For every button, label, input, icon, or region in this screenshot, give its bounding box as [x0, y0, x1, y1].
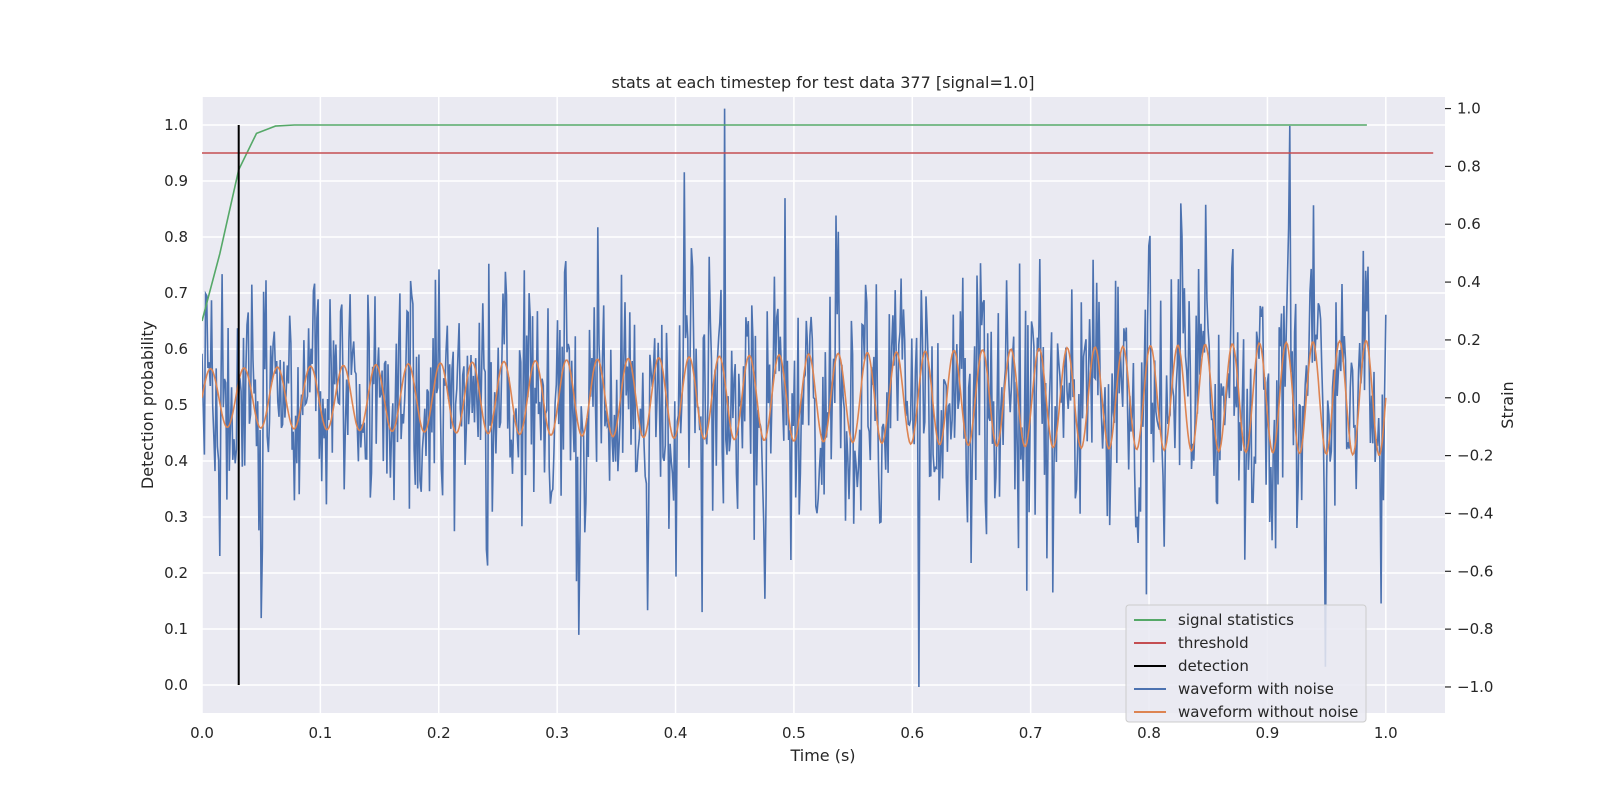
- y-right-tick-label: −0.2: [1457, 447, 1493, 465]
- x-axis-title: Time (s): [789, 746, 855, 765]
- y-right-tick-label: 0.2: [1457, 331, 1481, 349]
- y-left-tick-label: 0.7: [164, 284, 188, 302]
- y-right-tick-label: 1.0: [1457, 100, 1481, 118]
- y-axis-right-title: Strain: [1498, 381, 1517, 428]
- y-left-tick-label: 0.3: [164, 508, 188, 526]
- y-left-tick-label: 0.9: [164, 172, 188, 190]
- x-tick-label: 1.0: [1374, 724, 1398, 742]
- y-right-tick-label: −1.0: [1457, 678, 1493, 696]
- legend: signal statistics threshold detection wavef…: [1125, 604, 1367, 723]
- y-axis-left-title: Detection probability: [138, 321, 157, 489]
- x-tick-label: 0.9: [1255, 724, 1279, 742]
- y-left-tick-label: 0.0: [164, 676, 188, 694]
- y-axis-right-ticks: −1.0 −0.8 −0.6 −0.4 −0.2 0.0 0.2 0.4 0.6 0.8 1.0: [1445, 100, 1493, 696]
- y-right-tick-label: −0.4: [1457, 504, 1493, 522]
- legend-label: signal statistics: [1178, 611, 1294, 629]
- y-left-tick-label: 0.5: [164, 396, 188, 414]
- y-right-tick-label: −0.8: [1457, 620, 1493, 638]
- y-right-tick-label: 0.0: [1457, 389, 1481, 407]
- legend-label: waveform with noise: [1178, 680, 1334, 698]
- y-right-tick-label: 0.6: [1457, 215, 1481, 233]
- x-tick-label: 0.5: [782, 724, 806, 742]
- y-right-tick-label: 0.4: [1457, 273, 1481, 291]
- legend-box: [1125, 604, 1367, 723]
- x-tick-label: 0.7: [1019, 724, 1043, 742]
- y-left-tick-label: 1.0: [164, 116, 188, 134]
- y-axis-left-ticks: 0.0 0.1 0.2 0.3 0.4 0.5 0.6 0.7 0.8 0.9 1.0: [164, 116, 188, 694]
- y-left-tick-label: 0.8: [164, 228, 188, 246]
- series-line-waveform-with-noise: [202, 108, 1387, 688]
- x-tick-label: 0.3: [545, 724, 569, 742]
- x-tick-label: 0.6: [900, 724, 924, 742]
- series-line-signal-statistics: [202, 124, 1367, 322]
- legend-label: detection: [1178, 657, 1249, 675]
- x-tick-label: 0.8: [1137, 724, 1161, 742]
- y-left-tick-label: 0.6: [164, 340, 188, 358]
- legend-label: waveform without noise: [1178, 703, 1358, 721]
- y-right-tick-label: 0.8: [1457, 157, 1481, 175]
- x-axis-ticks: 0.0 0.1 0.2 0.3 0.4 0.5 0.6 0.7 0.8 0.9 1.0: [190, 724, 1398, 742]
- x-tick-label: 0.0: [190, 724, 214, 742]
- chart-title: stats at each timestep for test data 377…: [611, 73, 1034, 92]
- x-tick-label: 0.1: [308, 724, 332, 742]
- y-left-tick-label: 0.4: [164, 452, 188, 470]
- series-line-waveform-without-noise: [202, 339, 1387, 457]
- x-tick-label: 0.4: [664, 724, 688, 742]
- y-left-tick-label: 0.2: [164, 564, 188, 582]
- y-left-tick-label: 0.1: [164, 620, 188, 638]
- legend-label: threshold: [1178, 634, 1249, 652]
- x-tick-label: 0.2: [427, 724, 451, 742]
- y-right-tick-label: −0.6: [1457, 562, 1493, 580]
